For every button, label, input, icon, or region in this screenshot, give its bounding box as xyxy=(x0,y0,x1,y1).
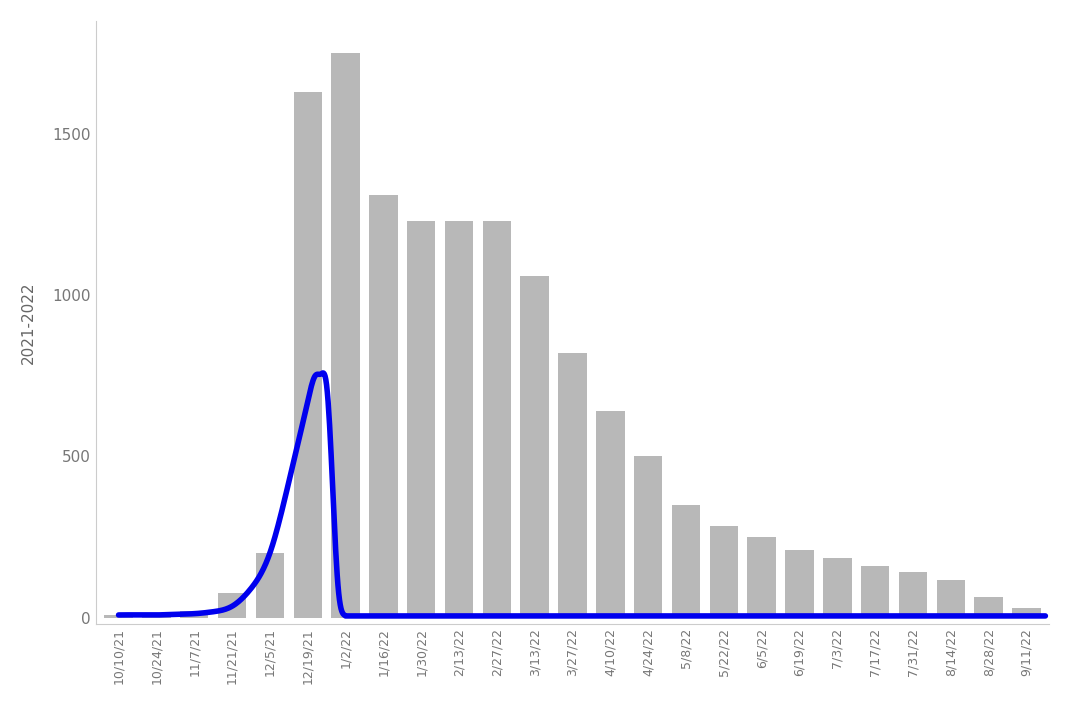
Bar xyxy=(142,613,170,618)
Bar xyxy=(483,221,511,618)
Bar xyxy=(407,221,435,618)
Bar xyxy=(559,353,586,618)
Bar xyxy=(1012,608,1041,618)
Bar xyxy=(445,221,473,618)
Bar xyxy=(596,411,625,618)
Bar xyxy=(936,580,965,618)
Bar xyxy=(293,92,322,618)
Bar xyxy=(975,596,1003,618)
Bar xyxy=(635,456,662,618)
Bar xyxy=(709,526,738,618)
Bar xyxy=(785,550,813,618)
Bar xyxy=(369,195,398,618)
Bar xyxy=(180,611,209,618)
Bar xyxy=(748,537,776,618)
Bar xyxy=(218,594,246,618)
Bar xyxy=(256,553,284,618)
Bar xyxy=(105,615,133,618)
Bar xyxy=(861,566,889,618)
Y-axis label: 2021-2022: 2021-2022 xyxy=(20,281,35,364)
Bar xyxy=(520,276,549,618)
Bar xyxy=(899,572,928,618)
Bar xyxy=(823,558,852,618)
Bar xyxy=(672,505,700,618)
Bar xyxy=(332,53,360,618)
